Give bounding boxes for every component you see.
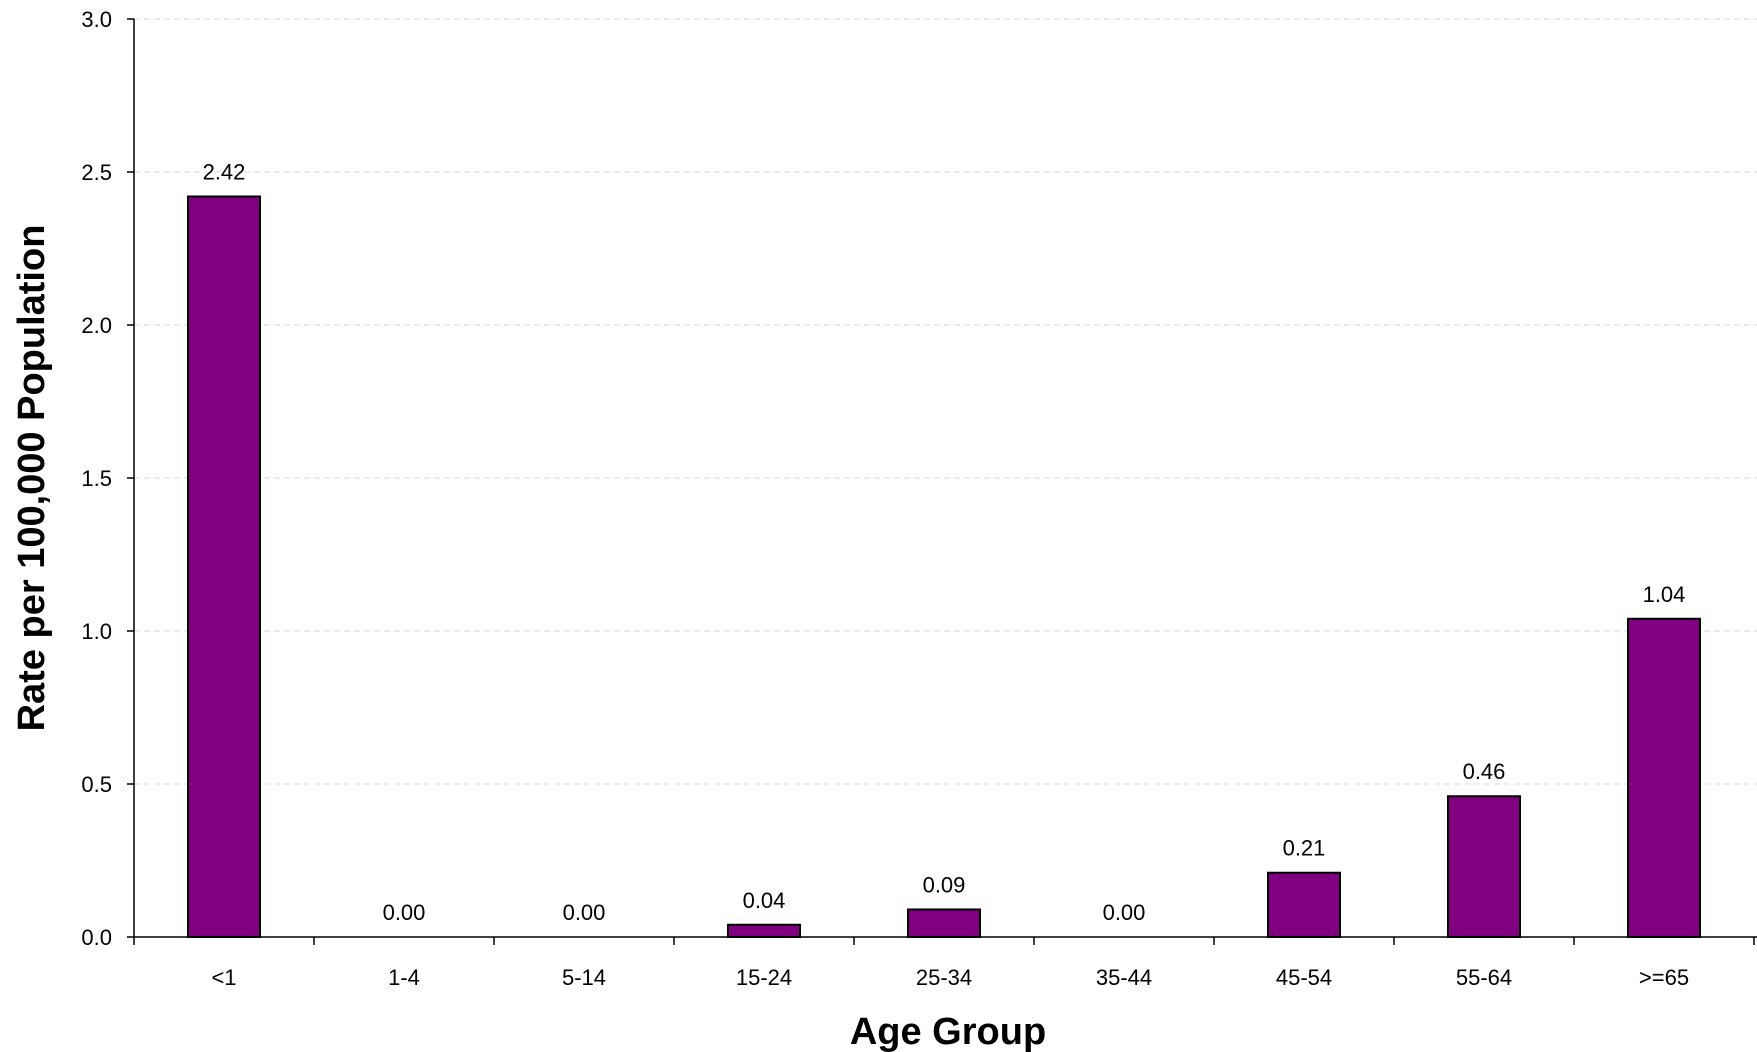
data-labels: 2.42 0.00 0.00 0.04 0.09 0.00 0.21 0.46 1.04 [203,159,1686,925]
bars [187,195,1701,939]
y-tick-label: 3.0 [81,7,112,32]
x-tick-label: 25-34 [916,965,972,990]
bar-55-64 [1447,795,1521,938]
data-label: 1.04 [1643,582,1686,607]
bar->=65 [1627,617,1701,938]
y-axis-title: Rate per 100,000 Population [11,225,53,732]
data-label: 0.04 [743,888,786,913]
bar-45-54 [1267,871,1341,938]
y-tick-label: 2.5 [81,160,112,185]
data-label: 0.21 [1283,836,1326,861]
data-label: 2.42 [203,159,246,184]
x-tick-label: 55-64 [1456,965,1512,990]
y-tick-label: 1.5 [81,466,112,491]
data-label: 0.00 [1103,900,1146,925]
y-ticks: 0.0 0.5 1.0 1.5 2.0 2.5 3.0 [81,7,134,950]
bar-15-24 [727,923,801,939]
y-tick-label: 0.5 [81,772,112,797]
x-tick-label: 45-54 [1276,965,1332,990]
data-label: 0.09 [923,872,966,897]
x-tick-label: 15-24 [736,965,792,990]
x-tick-label: 35-44 [1096,965,1152,990]
data-label: 0.46 [1463,759,1506,784]
x-ticks: <1 1-4 5-14 15-24 25-34 35-44 45-54 55-64 >=65 [133,937,1755,990]
x-axis-title: Age Group [850,1011,1046,1052]
x-tick-label: 5-14 [562,965,606,990]
bar-<1 [187,195,261,939]
x-tick-label: <1 [211,965,236,990]
y-tick-label: 2.0 [81,313,112,338]
x-tick-label: 1-4 [388,965,420,990]
gridlines [134,18,1757,785]
bar-25-34 [907,908,981,939]
x-tick-label: >=65 [1639,965,1689,990]
data-label: 0.00 [383,900,426,925]
y-tick-label: 0.0 [81,925,112,950]
data-label: 0.00 [563,900,606,925]
y-tick-label: 1.0 [81,619,112,644]
